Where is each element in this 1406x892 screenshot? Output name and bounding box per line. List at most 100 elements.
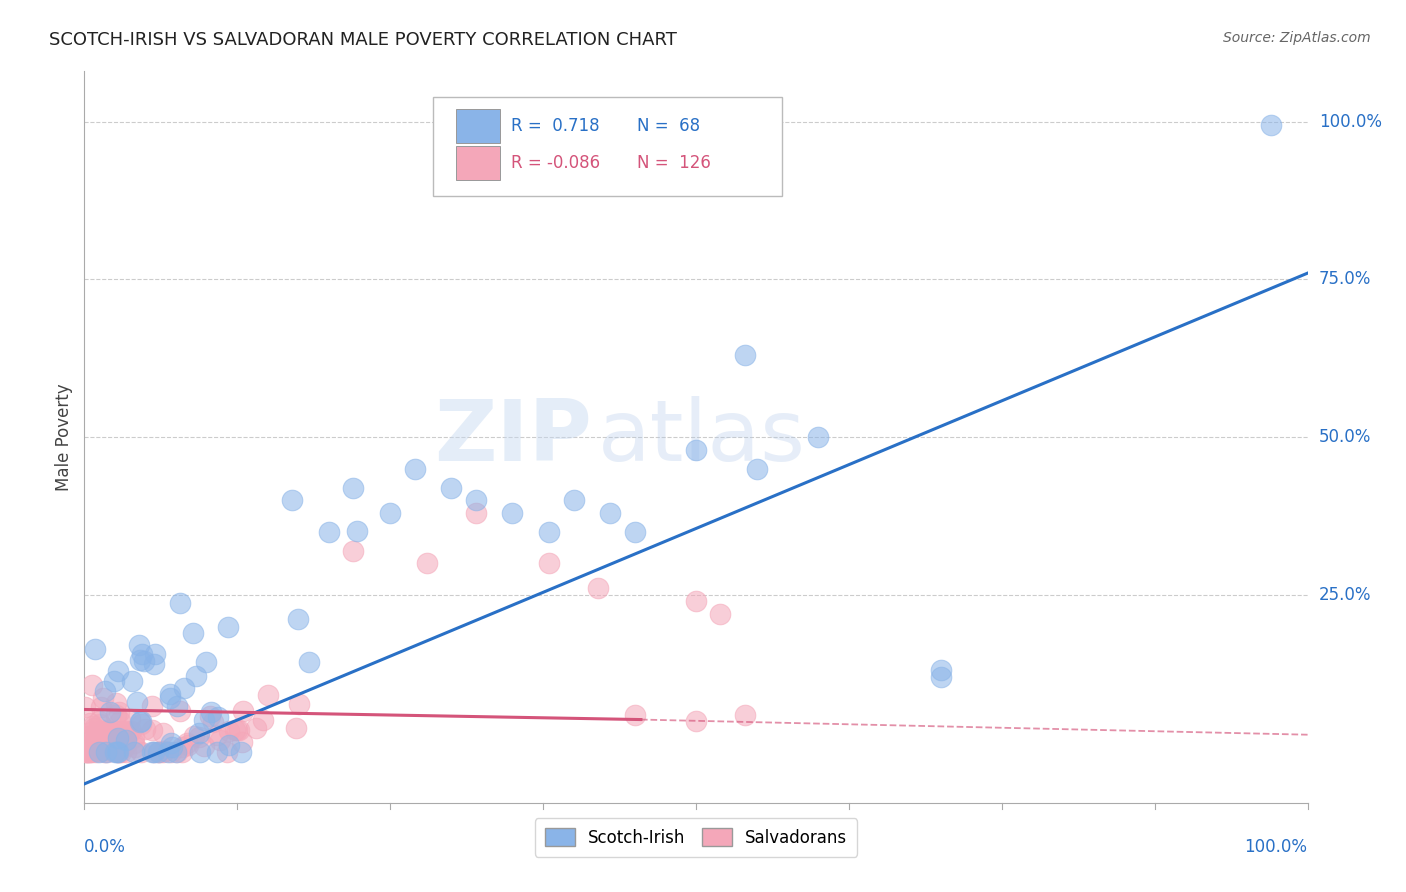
Point — [115, 724, 138, 739]
Point — [114, 739, 136, 754]
Point — [380, 506, 402, 520]
Point — [169, 596, 191, 610]
Point — [143, 745, 166, 759]
Point — [152, 744, 174, 758]
Point — [148, 745, 170, 759]
FancyBboxPatch shape — [456, 110, 501, 143]
Point — [734, 348, 756, 362]
Point — [75, 741, 97, 756]
Point — [122, 731, 145, 745]
Point — [82, 744, 104, 758]
Point — [122, 745, 145, 759]
Point — [709, 607, 731, 621]
Point — [129, 714, 152, 728]
Point — [90, 700, 112, 714]
Point — [107, 664, 129, 678]
Point — [108, 705, 131, 719]
Point — [194, 655, 217, 669]
Point — [105, 738, 128, 752]
Point — [77, 745, 100, 759]
Point — [90, 723, 112, 738]
Point — [599, 506, 621, 520]
Point — [169, 704, 191, 718]
FancyBboxPatch shape — [433, 97, 782, 195]
Point — [747, 461, 769, 475]
Point — [200, 705, 222, 719]
FancyBboxPatch shape — [456, 146, 501, 179]
Point — [134, 654, 156, 668]
Point — [77, 729, 100, 743]
Point — [98, 705, 121, 719]
Point — [89, 743, 111, 757]
Point — [586, 582, 609, 596]
Text: N =  68: N = 68 — [637, 117, 700, 136]
Point — [207, 710, 229, 724]
Point — [624, 524, 647, 539]
Point — [115, 733, 138, 747]
Point — [342, 543, 364, 558]
Point — [229, 745, 252, 759]
Point — [87, 745, 110, 759]
Point — [193, 713, 215, 727]
Text: 50.0%: 50.0% — [1319, 428, 1371, 446]
Point — [107, 745, 129, 759]
Point — [90, 744, 112, 758]
Point — [252, 713, 274, 727]
Point — [83, 641, 105, 656]
Text: R =  0.718: R = 0.718 — [512, 117, 600, 136]
Point — [79, 742, 101, 756]
Point — [464, 493, 486, 508]
Point — [734, 707, 756, 722]
Point — [562, 493, 585, 508]
Point — [96, 736, 118, 750]
Point — [93, 726, 115, 740]
Point — [148, 745, 170, 759]
Point — [122, 736, 145, 750]
Point — [103, 726, 125, 740]
Text: ZIP: ZIP — [434, 395, 592, 479]
Point — [929, 670, 952, 684]
Point — [416, 556, 439, 570]
Point — [100, 731, 122, 746]
Point — [111, 724, 134, 739]
Y-axis label: Male Poverty: Male Poverty — [55, 384, 73, 491]
Point — [170, 745, 193, 759]
Point — [404, 461, 426, 475]
Point — [152, 745, 174, 759]
Point — [346, 524, 368, 538]
Point — [96, 736, 118, 750]
Point — [232, 704, 254, 718]
Point — [105, 696, 128, 710]
Point — [152, 726, 174, 740]
Point — [143, 657, 166, 671]
Point — [172, 740, 194, 755]
Point — [148, 745, 170, 759]
Point — [624, 707, 647, 722]
Point — [125, 695, 148, 709]
Point — [464, 506, 486, 520]
Point — [91, 739, 114, 753]
Point — [440, 481, 463, 495]
Point — [94, 736, 117, 750]
Point — [83, 742, 105, 756]
Point — [207, 745, 229, 759]
Point — [538, 524, 561, 539]
Point — [160, 736, 183, 750]
Point — [129, 716, 152, 731]
Point — [94, 683, 117, 698]
Point — [104, 724, 127, 739]
Point — [166, 745, 188, 759]
Point — [124, 740, 146, 755]
Point — [145, 647, 167, 661]
Point — [1260, 118, 1282, 132]
Point — [183, 729, 205, 743]
Point — [76, 745, 98, 759]
Point — [80, 678, 103, 692]
Point — [224, 723, 246, 738]
Point — [96, 723, 118, 737]
Point — [91, 732, 114, 747]
Point — [115, 745, 138, 759]
Point — [188, 745, 211, 759]
Point — [141, 699, 163, 714]
Point — [181, 626, 204, 640]
